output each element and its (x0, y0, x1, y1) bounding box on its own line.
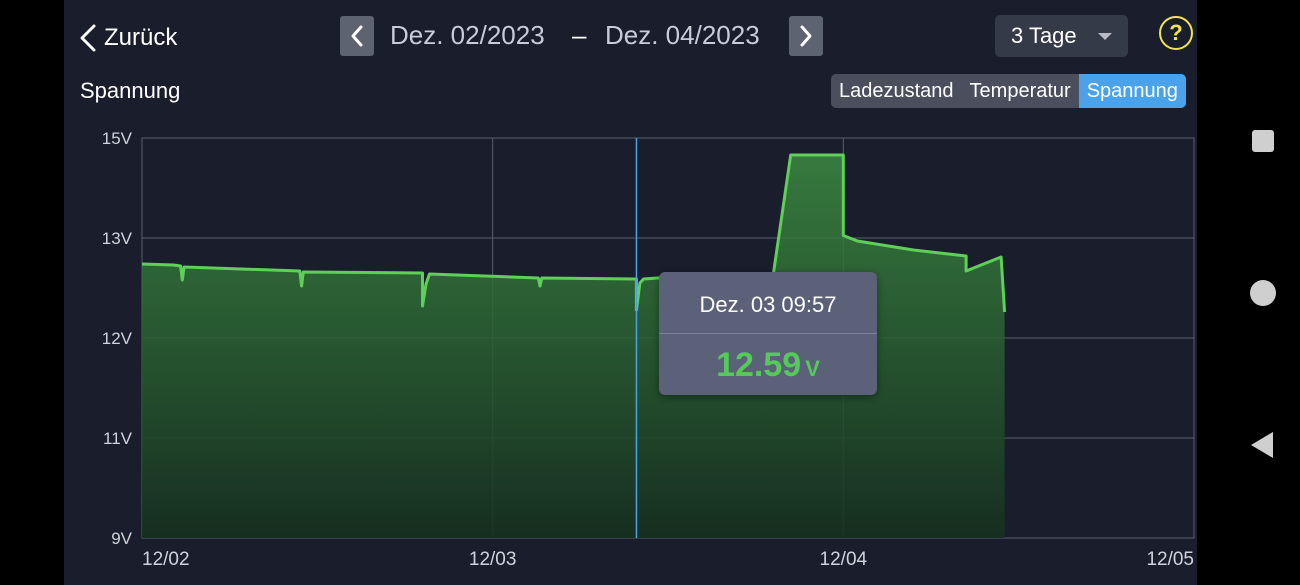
date-to: Dez. 04/2023 (605, 20, 760, 50)
y-tick-label: 12V (102, 329, 133, 348)
date-from: Dez. 02/2023 (390, 20, 545, 50)
system-back-button[interactable] (1250, 431, 1274, 464)
previous-date-button[interactable] (340, 16, 374, 56)
y-tick-label: 15V (102, 129, 133, 148)
tooltip-divider (659, 333, 877, 334)
y-tick-label: 13V (102, 229, 133, 248)
caret-down-icon (1098, 33, 1112, 40)
y-tick-label: 11V (103, 429, 133, 448)
square-icon (1252, 130, 1274, 152)
x-tick-label: 12/03 (469, 549, 517, 570)
system-navigation-bar (1197, 0, 1300, 585)
triangle-left-icon (1251, 432, 1273, 458)
circle-icon (1250, 280, 1276, 306)
chart-tooltip: Dez. 03 09:57 12.59 V (659, 272, 877, 395)
question-mark-icon: ? (1169, 20, 1183, 45)
x-tick-label: 12/02 (142, 549, 190, 570)
metric-tabs: Ladezustand Temperatur Spannung (831, 74, 1186, 108)
home-button[interactable] (1249, 279, 1277, 312)
x-tick-label: 12/04 (820, 549, 868, 570)
series-area (142, 155, 1005, 538)
tooltip-time: Dez. 03 09:57 (699, 292, 837, 317)
app-window: Zurück Dez. 02/2023 – Dez. 04/2023 3 Tag… (64, 0, 1197, 585)
tab-temperatur[interactable]: Temperatur (969, 80, 1071, 102)
chevron-right-icon (800, 25, 812, 47)
time-range-dropdown[interactable]: 3 Tage (995, 15, 1128, 57)
date-separator: – (572, 20, 587, 50)
tooltip-unit: V (805, 356, 820, 381)
back-label: Zurück (104, 24, 178, 51)
tab-spannung[interactable]: Spannung (1078, 74, 1186, 108)
chevron-left-icon (351, 25, 363, 47)
tooltip-value-row: 12.59 V (659, 346, 877, 385)
y-tick-label: 9V (111, 529, 132, 548)
next-date-button[interactable] (789, 16, 823, 56)
voltage-chart[interactable]: 15V 13V 12V 11V 9V 12/02 12/03 12/04 12/05 (64, 120, 1197, 580)
chart-title: Spannung (80, 78, 181, 103)
help-button[interactable]: ? (1159, 16, 1193, 50)
back-button[interactable]: Zurück (78, 18, 177, 58)
tooltip-value: 12.59 (716, 346, 802, 384)
recents-button[interactable] (1251, 129, 1275, 158)
time-range-label: 3 Tage (1011, 23, 1077, 48)
x-tick-label: 12/05 (1146, 549, 1194, 570)
tab-ladezustand[interactable]: Ladezustand (839, 80, 954, 102)
chevron-left-icon (80, 24, 96, 52)
